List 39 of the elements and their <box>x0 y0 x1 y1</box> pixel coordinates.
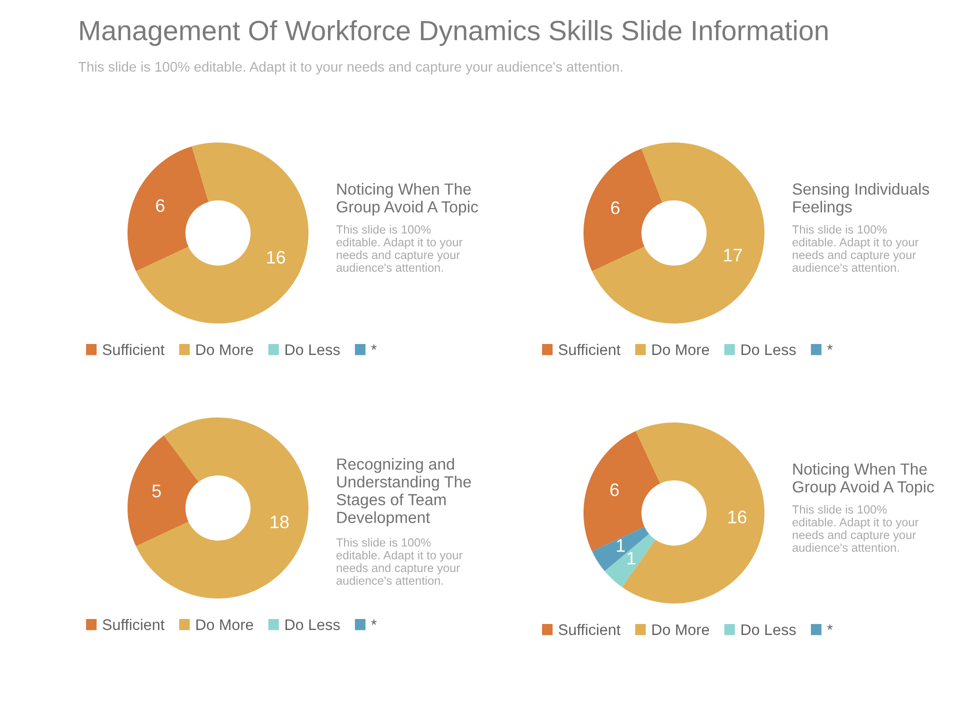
text: Management Of Workforce Dynamics Skills Slide Information <box>80 20 828 46</box>
donut-slice <box>604 534 656 588</box>
legend-label: Do Less <box>742 624 796 636</box>
legend-label: Sufficient <box>558 624 620 636</box>
data-label: 1 <box>616 539 625 552</box>
data-label: 6 <box>610 483 619 496</box>
legend-label: Sufficient <box>102 618 164 630</box>
legend-label: Do More <box>196 619 254 630</box>
legend-label: * <box>371 344 377 350</box>
text: Recognizing and Understanding The Stages of Team Development <box>336 458 471 526</box>
legend-label: Do More <box>652 624 710 636</box>
legend-label: Do Less <box>286 344 340 356</box>
text: Noticing When The Group Avoid A Topic <box>792 463 934 496</box>
legend-label: Sufficient <box>558 344 620 356</box>
data-label: 5 <box>152 484 161 498</box>
text: This slide is 100% editable. Adapt it to your needs and capture your audience's attention. <box>336 538 462 585</box>
data-label: 6 <box>156 199 164 212</box>
donut-slice <box>592 526 650 572</box>
legend-label: Do More <box>652 344 710 356</box>
data-label: 6 <box>611 201 620 214</box>
data-label: 1 <box>628 552 636 564</box>
data-label: 16 <box>728 510 746 524</box>
text: Sensing Individuals Feelings <box>792 183 930 216</box>
legend-label: * <box>827 344 833 350</box>
legend-label: Do Less <box>742 344 796 356</box>
text: This slide is 100% editable. Adapt it to your needs and capture your audience's attention. <box>336 225 462 272</box>
legend-label: Sufficient <box>102 344 164 356</box>
text: This slide is 100% editable. Adapt it to your needs and capture your audience's attention. <box>792 225 918 272</box>
data-label: 18 <box>270 516 289 528</box>
text: This slide is 100% editable. Adapt it to your needs and capture your audience's attention. <box>792 505 918 552</box>
data-label: 16 <box>267 250 286 264</box>
legend-label: Do More <box>196 344 254 356</box>
donut-slice <box>584 431 660 552</box>
legend-label: * <box>827 624 833 630</box>
text: Noticing When The Group Avoid A Topic <box>336 183 478 216</box>
text: This slide is 100% editable. Adapt it to your needs and capture your audience's attention. <box>78 62 622 74</box>
data-label: 17 <box>724 248 742 262</box>
legend-label: Do Less <box>286 619 340 630</box>
legend-label: * <box>371 619 377 625</box>
